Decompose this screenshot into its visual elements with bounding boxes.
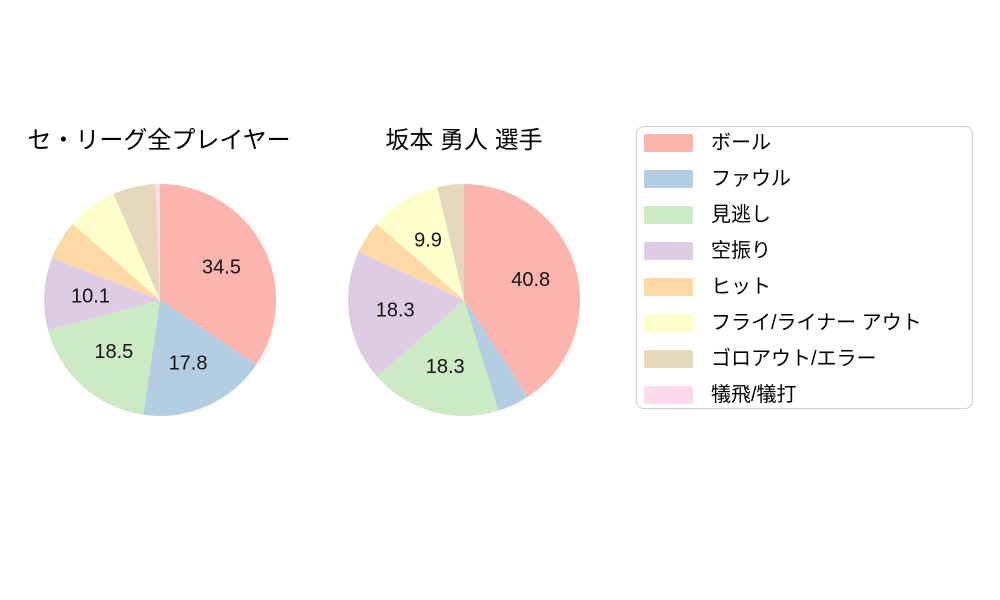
pie-slice	[143, 300, 256, 416]
pie-slice	[113, 184, 160, 300]
pie-slice	[155, 183, 160, 300]
pie-slice	[160, 184, 276, 366]
legend-label: 空振り	[711, 240, 771, 262]
pie-value-label: 18.5	[94, 341, 133, 363]
legend-swatch	[644, 350, 693, 368]
legend-label: 見逃し	[711, 204, 771, 226]
pie-chart-player: 40.8 18.3 18.3 9.9	[348, 184, 580, 416]
legend-label: フライ/ライナー アウト	[711, 312, 922, 334]
legend-swatch	[644, 314, 693, 332]
pie-slice	[437, 184, 464, 300]
pie-slice	[358, 223, 464, 300]
legend-swatch	[644, 386, 693, 404]
legend-label: ファウル	[711, 168, 791, 190]
pie-slice	[376, 187, 464, 300]
legend-item: フライ/ライナー アウト	[644, 312, 965, 334]
pie-value-label: 17.8	[169, 353, 208, 375]
legend-label: ボール	[711, 132, 771, 154]
legend-item: ヒット	[644, 276, 965, 298]
legend-label: 犠飛/犠打	[711, 384, 797, 406]
legend-swatch	[644, 170, 693, 188]
pie-slice	[48, 300, 160, 415]
legend-item: 見逃し	[644, 204, 965, 226]
legend-label: ヒット	[711, 276, 771, 298]
pie-slice	[44, 257, 160, 331]
pie-slice	[464, 300, 528, 411]
legend-item: ボール	[644, 132, 965, 154]
pie-value-label: 18.3	[426, 356, 465, 378]
legend-item: 犠飛/犠打	[644, 384, 965, 406]
pie-slice	[72, 193, 160, 300]
legend-item: ゴロアウト/エラー	[644, 348, 965, 370]
pie-value-label: 10.1	[71, 285, 110, 307]
pie-slice	[464, 184, 580, 398]
chart-title-player: 坂本 勇人 選手	[385, 127, 543, 154]
legend-box: ボールファウル見逃し空振りヒットフライ/ライナー アウト ゴロアウト/エラー 犠飛/…	[636, 126, 973, 409]
pie-chart-league: 34.5 17.8 18.5 10.1	[44, 183, 276, 416]
legend-swatch	[644, 278, 693, 296]
legend-swatch	[644, 206, 693, 224]
legend-swatch	[644, 242, 693, 260]
pie-value-label: 18.3	[376, 299, 415, 321]
chart-title-league: セ・リーグ全プレイヤー	[27, 127, 291, 154]
pie-slice	[376, 300, 499, 416]
pie-value-label: 9.9	[414, 229, 442, 251]
legend-swatch	[644, 134, 693, 152]
pie-slice	[51, 223, 160, 300]
pie-value-label: 40.8	[511, 269, 550, 291]
pie-slice	[348, 251, 464, 377]
pie-value-label: 34.5	[202, 256, 241, 278]
legend-item: 空振り	[644, 240, 965, 262]
legend-item: ファウル	[644, 168, 965, 190]
legend-label: ゴロアウト/エラー	[711, 348, 877, 370]
